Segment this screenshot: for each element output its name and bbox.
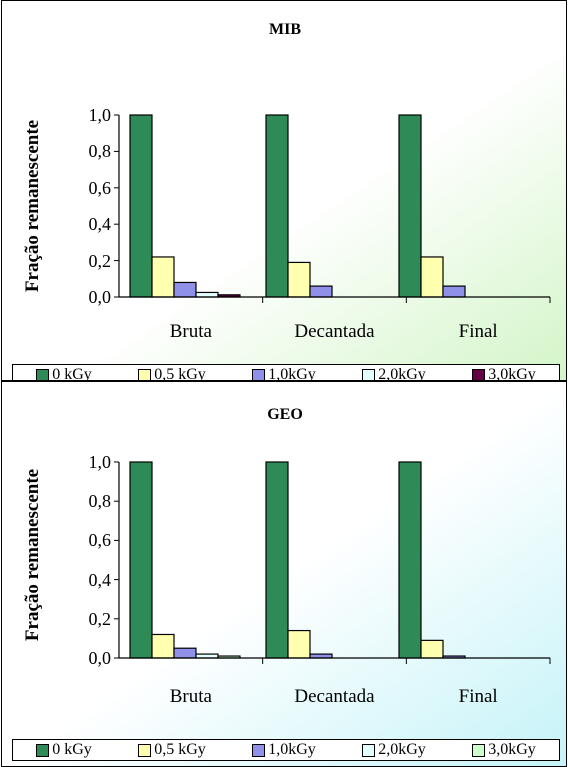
legend-swatch (362, 368, 376, 380)
bar (287, 261, 311, 298)
legend-swatch (36, 743, 50, 757)
legend-swatch (362, 743, 376, 757)
legend: 0 kGy 0,5 kGy 1,0kGy 2,0kGy 3,0kGy (12, 739, 560, 761)
chart-title: GEO (267, 406, 303, 423)
legend-label: 3,0kGy (488, 366, 536, 381)
bar (265, 114, 289, 298)
bar (129, 114, 153, 298)
legend-item: 3,0kGy (472, 366, 536, 381)
bar (398, 114, 422, 298)
legend-item: 1,0kGy (252, 366, 316, 381)
legend-label: 3,0kGy (488, 741, 536, 758)
legend: 0 kGy 0,5 kGy 1,0kGy 2,0kGy 3,0kGy (12, 364, 560, 381)
plot-area (114, 461, 551, 664)
bar (420, 256, 444, 298)
y-tick-label: 0,6 (88, 530, 112, 551)
bar (265, 461, 289, 659)
legend-label: 0 kGy (52, 366, 92, 381)
legend-label: 2,0kGy (378, 366, 426, 381)
legend-item: 0 kGy (36, 741, 92, 759)
chart-panel-geo: GEO Fração remanescente 0 kGy 0,5 kGy 1,… (1, 381, 567, 767)
plot-area (114, 114, 551, 303)
x-tick-label: Decantada (294, 321, 375, 342)
legend-swatch (472, 743, 486, 757)
legend-item: 1,0kGy (252, 741, 316, 759)
legend-swatch (252, 368, 266, 380)
y-tick-label: 0,2 (88, 250, 112, 271)
bar (151, 633, 175, 659)
x-tick-label: Final (458, 686, 498, 707)
legend-item: 2,0kGy (362, 741, 426, 759)
legend-swatch (472, 368, 486, 380)
legend-swatch (36, 368, 50, 380)
x-tick-label: Bruta (169, 321, 212, 342)
x-tick-label: Bruta (169, 686, 212, 707)
y-tick-label: 0,6 (88, 177, 112, 198)
bar (195, 291, 219, 298)
bar (309, 285, 333, 298)
bar (129, 461, 153, 659)
legend-item: 3,0kGy (472, 741, 536, 759)
y-tick-label: 0,4 (88, 569, 112, 590)
legend-label: 1,0kGy (268, 366, 316, 381)
legend-swatch (138, 743, 152, 757)
legend-item: 2,0kGy (362, 366, 426, 381)
bar (287, 629, 311, 659)
legend-label: 2,0kGy (378, 741, 426, 758)
bar (442, 285, 466, 298)
legend-label: 0 kGy (52, 741, 92, 758)
y-tick-label: 0,2 (88, 608, 112, 629)
y-tick-label: 0,8 (88, 141, 112, 162)
y-tick-label: 0,0 (88, 648, 112, 668)
bar (420, 639, 444, 659)
legend-swatch (252, 743, 266, 757)
chart-title: MIB (269, 21, 301, 38)
bar (398, 461, 422, 659)
x-tick-label: Final (458, 321, 498, 342)
chart-panel-mib: MIB Fração remanescente 0 kGy 0,5 kGy 1,… (1, 0, 567, 381)
legend-label: 0,5 kGy (154, 741, 206, 758)
y-tick-label: 0,4 (88, 214, 112, 235)
bar (173, 647, 197, 659)
legend-label: 1,0kGy (268, 741, 316, 758)
legend-item: 0,5 kGy (138, 366, 206, 381)
y-tick-label: 0,8 (88, 491, 112, 512)
legend-item: 0,5 kGy (138, 741, 206, 759)
y-tick-label: 0,0 (88, 287, 112, 307)
legend-item: 0 kGy (36, 366, 92, 381)
y-tick-label: 1,0 (88, 452, 112, 472)
bar (151, 256, 175, 298)
legend-swatch (138, 368, 152, 380)
bar (173, 281, 197, 298)
legend-label: 0,5 kGy (154, 366, 206, 381)
y-tick-label: 1,0 (88, 105, 112, 125)
x-tick-label: Decantada (294, 686, 375, 707)
